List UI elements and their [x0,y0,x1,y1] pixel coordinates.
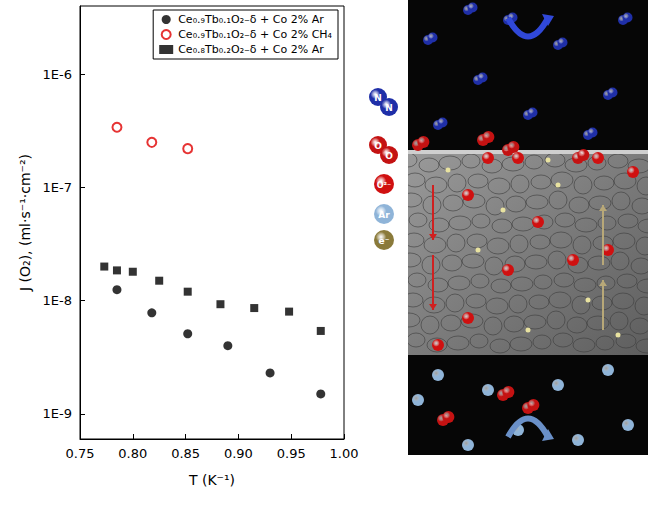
svg-text:T (K⁻¹): T (K⁻¹) [188,472,235,488]
svg-text:1.00: 1.00 [330,446,359,461]
svg-text:0.95: 0.95 [277,446,306,461]
svg-text:Ar: Ar [378,210,390,220]
svg-text:J (O₂), (ml·s⁻¹·cm⁻²): J (O₂), (ml·s⁻¹·cm⁻²) [17,154,33,292]
svg-text:Ce₀.₈Tb₀.₂O₂₋δ + Co 2% Ar: Ce₀.₈Tb₀.₂O₂₋δ + Co 2% Ar [178,43,324,56]
svg-text:Ce₀.₉Tb₀.₁O₂₋δ + Co 2% Ar: Ce₀.₉Tb₀.₁O₂₋δ + Co 2% Ar [178,13,324,26]
svg-text:0.80: 0.80 [118,446,147,461]
svg-text:O: O [385,151,393,161]
svg-text:O: O [374,141,382,151]
svg-text:O²⁻: O²⁻ [377,181,392,190]
svg-text:N: N [385,103,393,113]
svg-text:1E-6: 1E-6 [43,67,72,82]
svg-text:1E-8: 1E-8 [43,293,72,308]
svg-text:0.85: 0.85 [171,446,200,461]
svg-text:N: N [374,93,382,103]
svg-text:0.75: 0.75 [66,446,95,461]
svg-text:e⁻: e⁻ [379,236,390,246]
svg-text:1E-7: 1E-7 [43,180,72,195]
svg-text:1E-9: 1E-9 [43,406,72,421]
svg-text:Ce₀.₉Tb₀.₁O₂₋δ + Co 2% CH₄: Ce₀.₉Tb₀.₁O₂₋δ + Co 2% CH₄ [178,28,332,41]
svg-text:0.90: 0.90 [224,446,253,461]
